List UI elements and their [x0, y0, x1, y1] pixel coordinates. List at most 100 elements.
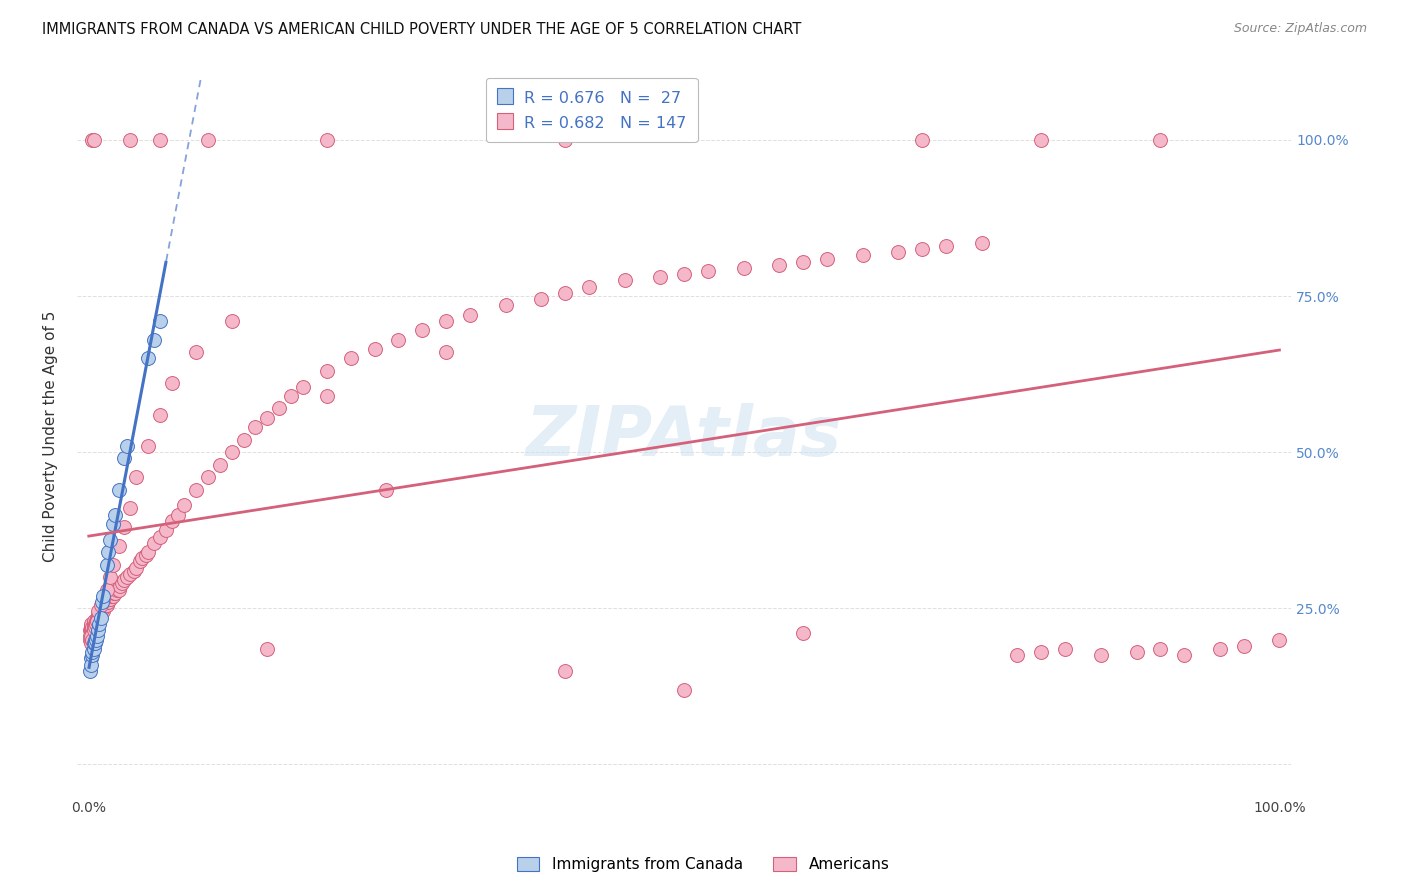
Point [86, 616, 108, 631]
Point [89, 616, 111, 631]
Point [245, 420, 267, 434]
Point [98, 591, 121, 606]
Point [1090, 648, 1112, 662]
Point [221, 314, 243, 328]
Point [120, 501, 142, 516]
Point [83, 623, 105, 637]
Point [84, 616, 107, 631]
Point [197, 470, 219, 484]
Point [80, 620, 103, 634]
Point [89, 610, 111, 624]
Point [83, 623, 105, 637]
Point [114, 573, 136, 587]
Point [101, 516, 124, 531]
Point [105, 582, 128, 597]
Point [149, 529, 172, 543]
Point [411, 323, 433, 337]
Point [80, 616, 103, 631]
Point [120, 566, 142, 581]
Point [86, 614, 108, 628]
Point [90, 607, 112, 622]
Point [768, 258, 790, 272]
Point [125, 560, 148, 574]
Point [91, 591, 114, 606]
Point [363, 342, 385, 356]
Point [256, 410, 278, 425]
Point [136, 545, 159, 559]
Point [136, 351, 159, 366]
Point [84, 620, 107, 634]
Point [83, 620, 105, 634]
Point [103, 585, 125, 599]
Point [115, 570, 138, 584]
Point [90, 610, 112, 624]
Point [387, 333, 409, 347]
Point [86, 614, 108, 628]
Point [87, 623, 110, 637]
Point [135, 548, 157, 562]
Point [208, 458, 231, 472]
Point [1209, 641, 1232, 656]
Point [184, 345, 207, 359]
Point [108, 579, 131, 593]
Point [83, 635, 105, 649]
Point [79, 629, 101, 643]
Point [554, 664, 576, 678]
Point [83, 620, 105, 634]
Point [122, 564, 145, 578]
Point [82, 133, 104, 147]
Point [89, 607, 111, 622]
Point [90, 595, 112, 609]
Point [90, 604, 112, 618]
Point [101, 558, 124, 572]
Point [111, 576, 134, 591]
Point [100, 589, 122, 603]
Point [167, 508, 190, 522]
Point [96, 595, 118, 609]
Point [1007, 648, 1029, 662]
Point [434, 314, 457, 328]
Point [316, 364, 339, 378]
Point [90, 598, 112, 612]
Point [269, 401, 291, 416]
Point [1233, 639, 1256, 653]
Point [104, 508, 127, 522]
Point [91, 589, 114, 603]
Point [458, 308, 481, 322]
Point [184, 483, 207, 497]
Point [93, 598, 115, 612]
Point [115, 439, 138, 453]
Point [96, 598, 118, 612]
Point [90, 601, 112, 615]
Point [80, 651, 103, 665]
Point [173, 498, 195, 512]
Point [911, 242, 934, 256]
Legend: R = 0.676   N =  27, R = 0.682   N = 147: R = 0.676 N = 27, R = 0.682 N = 147 [485, 78, 697, 142]
Point [83, 616, 105, 631]
Point [1149, 133, 1171, 147]
Point [149, 408, 172, 422]
Point [160, 514, 183, 528]
Point [83, 623, 105, 637]
Point [82, 623, 104, 637]
Point [530, 292, 553, 306]
Point [554, 133, 576, 147]
Point [221, 445, 243, 459]
Point [84, 614, 107, 628]
Point [1031, 133, 1053, 147]
Point [82, 626, 104, 640]
Point [80, 629, 103, 643]
Point [83, 620, 105, 634]
Point [82, 648, 104, 662]
Point [256, 641, 278, 656]
Point [578, 279, 600, 293]
Point [96, 582, 118, 597]
Point [375, 483, 398, 497]
Point [232, 433, 254, 447]
Point [104, 585, 127, 599]
Point [82, 620, 104, 634]
Point [114, 451, 136, 466]
Point [87, 604, 110, 618]
Point [852, 248, 875, 262]
Point [970, 235, 993, 250]
